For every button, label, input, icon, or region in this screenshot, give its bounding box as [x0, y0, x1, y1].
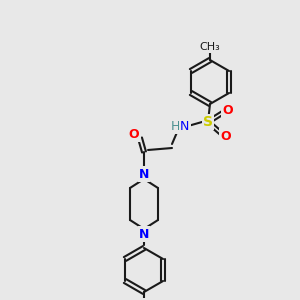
Text: N: N: [180, 119, 189, 133]
Text: CH₃: CH₃: [200, 42, 220, 52]
Text: O: O: [129, 128, 139, 140]
Text: O: O: [221, 130, 231, 142]
Text: N: N: [139, 227, 149, 241]
Text: HN: HN: [171, 119, 189, 133]
Text: S: S: [203, 115, 213, 129]
Text: O: O: [223, 103, 233, 116]
Text: O: O: [139, 299, 149, 300]
Text: N: N: [139, 167, 149, 181]
Text: H: H: [171, 119, 180, 133]
